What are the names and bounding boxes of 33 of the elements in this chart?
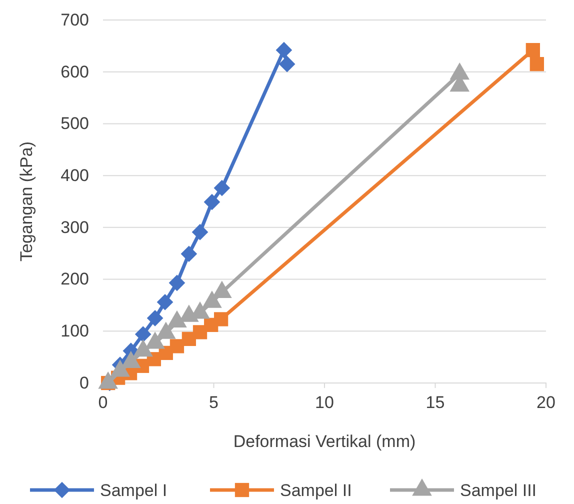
point (530, 57, 544, 72)
x-tick-label: 15 (426, 393, 445, 412)
x-tick-label: 10 (315, 393, 334, 412)
point (170, 339, 184, 354)
x-tick-label: 20 (536, 393, 556, 412)
y-tick-label: 300 (60, 218, 89, 237)
legend-label: Sampel III (460, 481, 537, 500)
point (278, 56, 296, 72)
y-tick-label: 400 (60, 166, 89, 186)
point (526, 43, 540, 58)
x-tick-label: 0 (98, 393, 108, 412)
point (168, 274, 186, 292)
y-tick-label: 500 (60, 114, 89, 134)
x-axis-title: Deformasi Vertikal (mm) (233, 432, 416, 451)
point (180, 246, 198, 262)
y-tick-label: 700 (60, 10, 89, 30)
point (156, 294, 174, 310)
y-tick-label: 200 (60, 270, 89, 289)
legend-label: Sampel I (100, 481, 168, 500)
y-tick-label: 600 (60, 62, 89, 82)
y-tick-label: 100 (60, 322, 89, 341)
point (134, 326, 152, 342)
point (204, 194, 220, 210)
x-tick-label: 5 (209, 393, 218, 412)
y-axis-title: Tegangan (kPa) (17, 141, 36, 262)
point (192, 325, 208, 340)
point (146, 310, 164, 326)
point (276, 42, 292, 58)
legend-label: Sampel II (280, 481, 352, 500)
point (192, 224, 208, 240)
point (214, 312, 228, 326)
point (214, 180, 230, 196)
y-tick-label: 0 (80, 373, 89, 392)
